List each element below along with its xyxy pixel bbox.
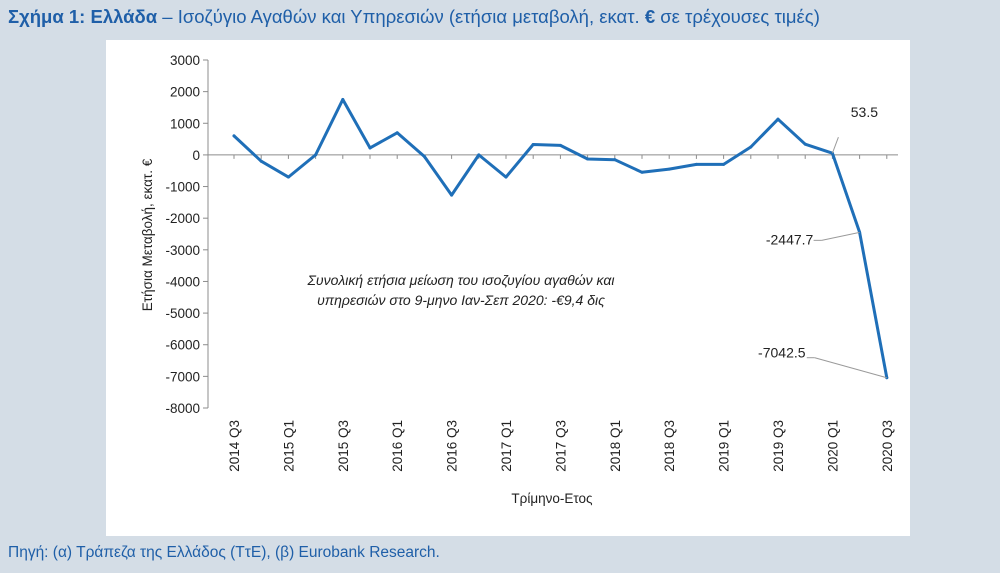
x-tick-label: 2014 Q3 (227, 420, 242, 472)
x-axis-title: Τρίμηνο-Ετος (511, 491, 593, 506)
data-label: -2447.7 (766, 231, 814, 247)
x-tick-label: 2016 Q1 (390, 420, 405, 472)
data-point (422, 154, 426, 158)
plot-panel: 3000 2000 1000 0 -1000 -2000 -3000 -4000 -5000 -6… (106, 40, 910, 536)
data-point (722, 162, 726, 166)
data-point (776, 117, 780, 121)
data-point (531, 142, 535, 146)
x-tick-label: 2018 Q3 (662, 420, 677, 472)
data-point (450, 193, 454, 197)
x-tick-label: 2015 Q3 (336, 420, 351, 472)
y-tick-label: -8000 (165, 401, 200, 416)
x-tick-label: 2017 Q1 (499, 420, 514, 472)
figure-title-euro: € (644, 6, 656, 27)
data-point (749, 145, 753, 149)
data-point (395, 131, 399, 135)
data-point (504, 175, 508, 179)
data-point (558, 143, 562, 147)
y-tick-label: -3000 (165, 243, 200, 258)
data-point (667, 167, 671, 171)
data-point (694, 162, 698, 166)
y-tick-label: -4000 (165, 274, 200, 289)
data-point (586, 157, 590, 161)
y-tick-label: 1000 (170, 116, 200, 131)
data-point (232, 134, 236, 138)
data-label: -7042.5 (758, 345, 806, 361)
y-tick-label: -7000 (165, 369, 200, 384)
data-point (314, 153, 318, 157)
y-axis-title: Ετήσια Μεταβολή, εκατ. € (140, 158, 155, 311)
x-tick-label: 2018 Q1 (608, 420, 623, 472)
data-label-leader (831, 137, 839, 154)
data-label-leader (821, 231, 860, 241)
data-point (368, 146, 372, 150)
x-tick-label: 2019 Q3 (771, 420, 786, 472)
figure-title-part-2: σε τρέχουσες τιμές) (655, 6, 820, 27)
data-point (613, 158, 617, 162)
data-point (477, 153, 481, 157)
figure-title-bold: Σχήμα 1: Ελλάδα (8, 6, 158, 27)
x-tick-label: 2016 Q3 (445, 420, 460, 472)
data-label: 53.5 (851, 104, 878, 120)
data-point (803, 142, 807, 146)
data-point (640, 170, 644, 174)
x-tick-label: 2017 Q3 (553, 420, 568, 472)
figure-title-part-1: – Ισοζύγιο Αγαθών και Υπηρεσιών (ετήσια … (157, 6, 645, 27)
figure-title: Σχήμα 1: Ελλάδα – Ισοζύγιο Αγαθών και Υπ… (8, 6, 998, 28)
y-tick-label: -2000 (165, 211, 200, 226)
y-tick-label: 3000 (170, 53, 200, 68)
y-tick-label: -5000 (165, 306, 200, 321)
x-tick-label: 2020 Q3 (880, 420, 895, 472)
x-tick-label: 2019 Q1 (717, 420, 732, 472)
chart-annotation-line-2: υπηρεσιών στο 9-μηνο Ιαν-Σεπ 2020: -€9,4… (317, 292, 605, 308)
source-note: Πηγή: (α) Τράπεζα της Ελλάδος (ΤτΕ), (β)… (8, 544, 440, 561)
data-point (341, 98, 345, 102)
y-tick-label: 2000 (170, 85, 200, 100)
data-label-leader (814, 357, 887, 379)
x-tick-label: 2015 Q1 (281, 420, 296, 472)
y-tick-label: -6000 (165, 338, 200, 353)
y-tick-label: -1000 (165, 180, 200, 195)
chart-annotation-line-1: Συνολική ετήσια μείωση του ισοζυγίου αγα… (307, 272, 615, 288)
data-point (259, 159, 263, 163)
line-chart: 3000 2000 1000 0 -1000 -2000 -3000 -4000 -5000 -6… (140, 53, 898, 506)
y-tick-label: 0 (192, 148, 200, 163)
x-tick-label: 2020 Q1 (825, 420, 840, 472)
data-point (286, 175, 290, 179)
